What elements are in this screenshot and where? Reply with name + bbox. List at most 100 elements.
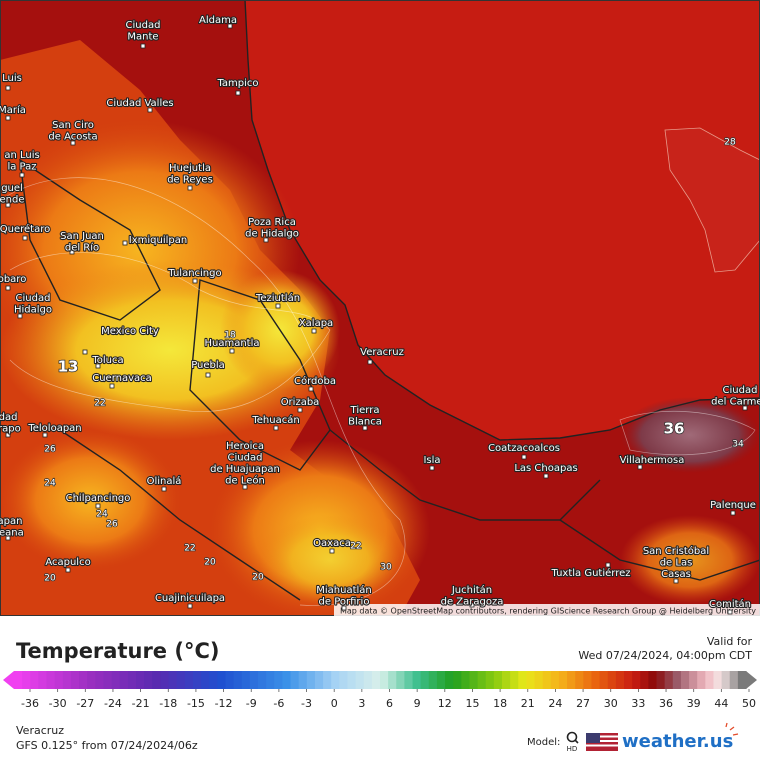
isotherms xyxy=(1,177,756,606)
city-marker xyxy=(297,407,303,413)
legend-tick-label: 3 xyxy=(358,697,365,710)
city-marker xyxy=(730,510,736,516)
city-marker xyxy=(69,249,75,255)
city-marker xyxy=(521,454,527,460)
color-cell xyxy=(550,671,560,689)
hot-blob xyxy=(260,515,400,605)
color-cell xyxy=(640,671,649,689)
city-name: obaro xyxy=(0,274,26,285)
color-cell xyxy=(225,671,235,689)
color-cell xyxy=(404,671,414,689)
color-cell xyxy=(323,671,332,689)
color-cell xyxy=(331,671,340,689)
color-cell xyxy=(380,671,389,689)
map xyxy=(1,1,759,615)
city-name: Palenque xyxy=(710,500,756,511)
city-marker xyxy=(70,140,76,146)
city-name: Cuernavaca xyxy=(92,373,152,384)
color-cell xyxy=(388,671,397,689)
color-cell xyxy=(355,671,365,689)
city-marker xyxy=(605,562,611,568)
legend-tick-label: 24 xyxy=(548,697,562,710)
color-cell xyxy=(54,671,64,689)
color-cell xyxy=(672,671,682,689)
contour-label: 18 xyxy=(224,331,236,341)
city-name: Ciudad xyxy=(16,293,51,304)
city-marker xyxy=(5,535,11,541)
color-cell xyxy=(510,671,519,689)
city-name: Las Choapas xyxy=(514,463,577,474)
city-marker xyxy=(192,278,198,284)
city-name: irapo xyxy=(0,424,21,435)
city-marker xyxy=(19,172,25,178)
color-cell xyxy=(160,671,170,689)
color-cell xyxy=(274,671,283,689)
city-name: Chilpancingo xyxy=(66,493,131,504)
color-cell xyxy=(249,671,259,689)
color-cell xyxy=(737,671,747,689)
color-cell xyxy=(127,671,137,689)
city-marker xyxy=(263,237,269,243)
legend-ticks: -36 -30 -27 -24 -21 -18 -15 -12 -9 -6 -3 0 3 6 9 12 15 18… xyxy=(21,689,756,710)
legend-tick-label: -12 xyxy=(215,697,233,710)
city-marker xyxy=(311,328,317,334)
color-cell xyxy=(168,671,178,689)
legend-tick-label: -27 xyxy=(76,697,94,710)
warm-blob xyxy=(620,515,759,605)
color-cell xyxy=(648,671,658,689)
city-name: Poza Rica xyxy=(248,217,296,228)
city-marker xyxy=(187,185,193,191)
city-name: Miahuatlán xyxy=(316,584,372,596)
color-cell xyxy=(680,671,690,689)
color-cell xyxy=(502,671,511,689)
city-name: María xyxy=(0,104,26,116)
color-cell xyxy=(542,671,552,689)
city-marker xyxy=(109,383,115,389)
model-icon xyxy=(574,739,579,744)
color-cell xyxy=(290,671,300,689)
color-arrow-high xyxy=(746,671,757,689)
color-cell xyxy=(22,671,31,689)
color-cell xyxy=(461,671,470,689)
city-name: San Juan xyxy=(60,231,104,242)
contour-label: 22 xyxy=(350,542,361,552)
color-cell xyxy=(697,671,706,689)
color-cell xyxy=(298,671,308,689)
color-cell xyxy=(705,671,714,689)
attribution-bg xyxy=(334,604,760,616)
color-cell xyxy=(713,671,723,689)
color-cell xyxy=(347,671,357,689)
city-name: leana xyxy=(0,528,24,539)
color-cell xyxy=(46,671,56,689)
color-cell xyxy=(184,671,194,689)
legend-tick-label: 36 xyxy=(659,697,673,710)
city-marker xyxy=(367,359,373,365)
city-marker xyxy=(161,486,167,492)
city-marker xyxy=(22,235,28,241)
color-cell xyxy=(241,671,251,689)
color-cell xyxy=(420,671,430,689)
city-marker xyxy=(242,484,248,490)
color-cell xyxy=(30,671,39,689)
city-marker xyxy=(122,240,128,246)
model-icon xyxy=(566,731,578,743)
city-name: Tulancingo xyxy=(167,268,221,279)
city-name: Hidalgo xyxy=(14,305,52,316)
color-cell xyxy=(428,671,438,689)
city-name: dad xyxy=(0,412,17,423)
city-name: Tierra xyxy=(350,405,380,416)
city-marker xyxy=(5,432,11,438)
color-cell xyxy=(192,671,202,689)
legend-tick-label: -15 xyxy=(187,697,205,710)
city-name: Ixmiquilpan xyxy=(129,235,187,246)
city-name: Teziutlán xyxy=(255,292,300,304)
city-name: de Hidalgo xyxy=(245,229,299,240)
legend-tick-label: -18 xyxy=(159,697,177,710)
city-marker xyxy=(273,425,279,431)
warm-blob xyxy=(1,430,180,570)
brand[interactable]: weather.us xyxy=(622,731,733,752)
hot-spot xyxy=(620,397,759,473)
legend-tick-label: -36 xyxy=(21,697,39,710)
